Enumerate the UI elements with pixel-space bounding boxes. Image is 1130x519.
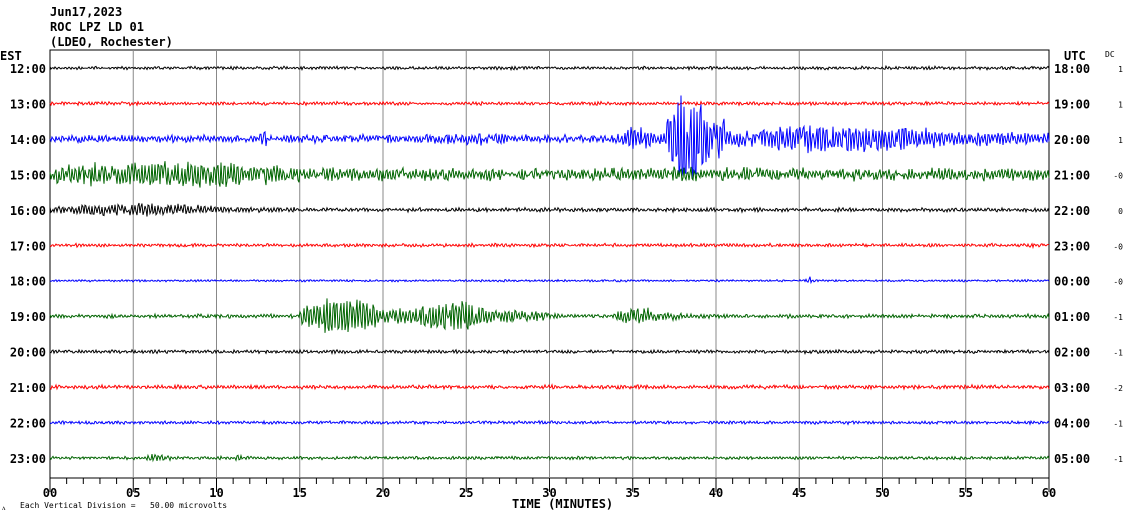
seismic-trace-2200 bbox=[49, 419, 1050, 426]
seismic-trace-1400 bbox=[49, 95, 1050, 179]
title-station: ROC LPZ LD 01 bbox=[50, 20, 144, 34]
est-hour-label: 18:00 bbox=[10, 275, 46, 289]
dc-offset: 0 bbox=[1118, 207, 1123, 216]
dc-offset: -2 bbox=[1113, 384, 1123, 393]
est-label: EST bbox=[0, 49, 22, 63]
est-hour-label: 21:00 bbox=[10, 381, 46, 395]
seismic-trace-1500 bbox=[49, 161, 1050, 188]
est-hour-label: 12:00 bbox=[10, 62, 46, 76]
x-tick-label: 35 bbox=[626, 486, 640, 500]
utc-label: UTC bbox=[1064, 49, 1086, 63]
dc-offset: 1 bbox=[1118, 136, 1123, 145]
utc-hour-label: 05:00 bbox=[1054, 452, 1090, 466]
x-tick-label: 30 bbox=[542, 486, 556, 500]
utc-hour-label: 23:00 bbox=[1054, 239, 1090, 253]
est-hour-label: 16:00 bbox=[10, 204, 46, 218]
x-tick-label: 40 bbox=[709, 486, 723, 500]
utc-hour-label: 03:00 bbox=[1054, 381, 1090, 395]
utc-hour-label: 00:00 bbox=[1054, 275, 1090, 289]
x-axis-label: TIME (MINUTES) bbox=[512, 497, 613, 511]
est-hour-label: 17:00 bbox=[10, 239, 46, 253]
x-tick-label: 55 bbox=[959, 486, 973, 500]
seismic-trace-1300 bbox=[49, 100, 1050, 107]
seismic-trace-1700 bbox=[49, 242, 1050, 250]
scale-note: Each Vertical Division = 50.00 microvolt… bbox=[20, 501, 227, 510]
est-hour-label: 23:00 bbox=[10, 452, 46, 466]
dc-offset: 1 bbox=[1118, 100, 1123, 109]
seismic-trace-1800 bbox=[49, 276, 1050, 285]
seismic-trace-2300 bbox=[49, 453, 1050, 463]
dc-offset: -1 bbox=[1113, 349, 1123, 358]
utc-hour-label: 18:00 bbox=[1054, 62, 1090, 76]
utc-hour-label: 20:00 bbox=[1054, 133, 1090, 147]
title-date: Jun17,2023 bbox=[50, 5, 122, 19]
est-hour-label: 22:00 bbox=[10, 417, 46, 431]
utc-hour-label: 21:00 bbox=[1054, 168, 1090, 182]
est-hour-label: 13:00 bbox=[10, 97, 46, 111]
x-tick-label: 25 bbox=[459, 486, 473, 500]
dc-label: DC bbox=[1105, 50, 1115, 59]
utc-hour-label: 02:00 bbox=[1054, 346, 1090, 360]
dc-offset: -1 bbox=[1113, 420, 1123, 429]
dc-offset: -1 bbox=[1113, 313, 1123, 322]
x-tick-label: 10 bbox=[209, 486, 223, 500]
seismic-trace-1200 bbox=[49, 64, 1050, 72]
utc-hour-label: 04:00 bbox=[1054, 417, 1090, 431]
dc-offset: 1 bbox=[1118, 65, 1123, 74]
utc-hour-label: 22:00 bbox=[1054, 204, 1090, 218]
x-tick-label: 45 bbox=[792, 486, 806, 500]
utc-hour-label: 01:00 bbox=[1054, 310, 1090, 324]
seismic-trace-1600 bbox=[49, 202, 1050, 217]
x-tick-label: 20 bbox=[376, 486, 390, 500]
x-tick-label: 60 bbox=[1042, 486, 1056, 500]
seismic-trace-1900 bbox=[49, 298, 1050, 333]
dc-offset: -0 bbox=[1113, 278, 1123, 287]
seismic-trace-2000 bbox=[49, 348, 1050, 355]
utc-hour-label: 19:00 bbox=[1054, 97, 1090, 111]
dc-offset: -1 bbox=[1113, 455, 1123, 464]
x-tick-label: 00 bbox=[43, 486, 57, 500]
x-tick-label: 15 bbox=[293, 486, 307, 500]
dc-offset: -0 bbox=[1113, 242, 1123, 251]
est-hour-label: 20:00 bbox=[10, 346, 46, 360]
title-network: (LDEO, Rochester) bbox=[50, 35, 173, 49]
seismic-trace-2100 bbox=[49, 383, 1050, 391]
x-tick-label: 50 bbox=[875, 486, 889, 500]
est-hour-label: 19:00 bbox=[10, 310, 46, 324]
est-hour-label: 14:00 bbox=[10, 133, 46, 147]
est-hour-label: 15:00 bbox=[10, 168, 46, 182]
footer-mark: ᴧ bbox=[2, 504, 6, 512]
x-tick-label: 05 bbox=[126, 486, 140, 500]
dc-offset: -0 bbox=[1113, 171, 1123, 180]
